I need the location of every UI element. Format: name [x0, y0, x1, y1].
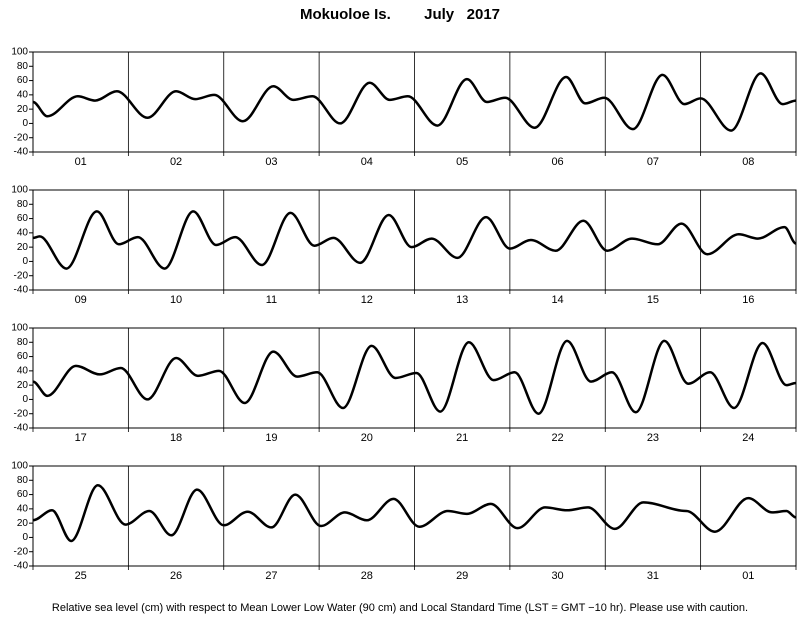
y-tick-label: 0 — [22, 118, 28, 129]
day-label: 22 — [551, 432, 563, 444]
day-label: 12 — [361, 294, 373, 306]
day-label: 29 — [456, 570, 468, 582]
y-tick-label: 100 — [11, 47, 28, 58]
y-tick-label: 60 — [17, 489, 29, 500]
y-tick-label: 40 — [17, 227, 29, 238]
y-tick-label: 20 — [17, 380, 29, 391]
day-label: 16 — [742, 294, 754, 306]
tide-line — [32, 210, 797, 270]
day-label: 07 — [647, 156, 659, 168]
y-tick-label: 40 — [17, 503, 29, 514]
tide-line — [32, 72, 797, 132]
y-tick-label: 100 — [11, 185, 28, 196]
y-tick-label: 20 — [17, 242, 29, 253]
day-label: 18 — [170, 432, 182, 444]
day-label: 15 — [647, 294, 659, 306]
day-label: 01 — [742, 570, 754, 582]
y-tick-label: 80 — [17, 61, 29, 72]
day-label: 20 — [361, 432, 373, 444]
y-tick-label: 20 — [17, 518, 29, 529]
y-tick-label: -20 — [14, 408, 29, 419]
day-label: 08 — [742, 156, 754, 168]
y-tick-label: -40 — [14, 285, 29, 296]
y-tick-label: 60 — [17, 75, 29, 86]
day-label: 06 — [551, 156, 563, 168]
y-tick-label: -40 — [14, 423, 29, 434]
tide-line — [32, 484, 797, 543]
y-tick-label: 60 — [17, 351, 29, 362]
y-tick-label: 100 — [11, 461, 28, 472]
day-label: 03 — [265, 156, 277, 168]
day-label: 17 — [75, 432, 87, 444]
day-label: 25 — [75, 570, 87, 582]
day-label: 10 — [170, 294, 182, 306]
chart-title: Mokuoloe Is. July 2017 — [300, 6, 500, 23]
day-label: 01 — [75, 156, 87, 168]
y-tick-label: 20 — [17, 104, 29, 115]
y-tick-label: 80 — [17, 337, 29, 348]
y-tick-label: 80 — [17, 475, 29, 486]
y-tick-label: -20 — [14, 270, 29, 281]
y-tick-label: 60 — [17, 213, 29, 224]
y-tick-label: -20 — [14, 132, 29, 143]
y-tick-label: 100 — [11, 323, 28, 334]
y-tick-label: 40 — [17, 89, 29, 100]
day-label: 05 — [456, 156, 468, 168]
y-tick-label: 0 — [22, 256, 28, 267]
day-label: 28 — [361, 570, 373, 582]
tide-line — [32, 339, 797, 415]
day-label: 09 — [75, 294, 87, 306]
footnote: Relative sea level (cm) with respect to … — [52, 602, 748, 614]
day-label: 24 — [742, 432, 754, 444]
day-label: 23 — [647, 432, 659, 444]
y-tick-label: -40 — [14, 147, 29, 158]
y-tick-label: 0 — [22, 394, 28, 405]
day-label: 13 — [456, 294, 468, 306]
day-label: 04 — [361, 156, 373, 168]
day-label: 30 — [551, 570, 563, 582]
day-label: 02 — [170, 156, 182, 168]
y-tick-label: 40 — [17, 365, 29, 376]
day-label: 19 — [265, 432, 277, 444]
y-tick-label: 0 — [22, 532, 28, 543]
day-label: 31 — [647, 570, 659, 582]
y-tick-label: 80 — [17, 199, 29, 210]
day-label: 11 — [266, 294, 277, 306]
day-label: 21 — [456, 432, 468, 444]
day-label: 27 — [265, 570, 277, 582]
day-label: 26 — [170, 570, 182, 582]
y-tick-label: -20 — [14, 546, 29, 557]
day-label: 14 — [551, 294, 563, 306]
y-tick-label: -40 — [14, 561, 29, 572]
